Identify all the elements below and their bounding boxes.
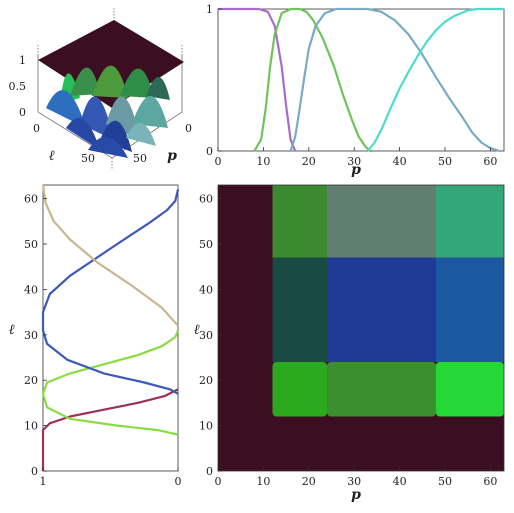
heatmap-frame — [217, 184, 505, 472]
heatmap-y-tick-label: 40 — [199, 283, 213, 296]
bottom-left-y-tick-label: 60 — [24, 193, 38, 206]
top-right-y-tick-label: 1 — [206, 3, 213, 16]
top-right-series-line — [218, 7, 297, 152]
top-right-series-line — [366, 7, 504, 152]
top-right-x-ticks: 0 10 20 30 40 50 60 — [215, 147, 497, 168]
top-right-x-tick-label: 60 — [483, 155, 497, 168]
top-right-frame — [217, 8, 505, 152]
heatmap-x-tick-label: 60 — [483, 475, 497, 488]
surface-3d-plot: 1 0.5 0 0 50 ℓ 0 50 p — [9, 8, 192, 170]
bottom-left-y-tick-label: 30 — [24, 329, 38, 342]
top-right-series-line — [289, 7, 500, 153]
bottom-left-series-line — [41, 388, 179, 471]
bottom-left-y-tick-label: 10 — [24, 420, 38, 433]
heatmap-x-tick-label: 40 — [393, 475, 407, 488]
top-right-x-tick-label: 30 — [347, 155, 361, 168]
heatmap-x-label: p — [351, 487, 361, 503]
heatmap-cell — [272, 185, 327, 258]
heatmap-cell — [435, 362, 504, 417]
heatmap-cell — [327, 185, 436, 258]
top-right-y-tick-label: 0 — [206, 145, 213, 158]
heatmap-x-tick-label: 30 — [347, 475, 361, 488]
heatmap-y-tick-label: 30 — [199, 329, 213, 342]
heatmap-y-tick-label: 20 — [199, 374, 213, 387]
surface-x-tick: 0 — [185, 122, 192, 135]
bottom-left-series — [41, 184, 180, 471]
heatmap-x-tick-label: 50 — [438, 475, 452, 488]
bottom-left-x-tick-label: 0 — [175, 475, 182, 488]
heatmap-y-tick-label: 10 — [199, 420, 213, 433]
bottom-left-y-tick-label: 0 — [31, 465, 38, 478]
bottom-left-series-line — [41, 189, 180, 395]
bottom-left-series-line — [41, 184, 179, 327]
heatmap-y-tick-label: 50 — [199, 238, 213, 251]
bottom-left-y-ticks: 0 10 20 30 40 50 60 — [24, 193, 47, 478]
heatmap-y-ticks: 0 10 20 30 40 50 60 — [199, 193, 222, 478]
heatmap-cell — [272, 362, 327, 417]
heatmap-x-tick-label: 0 — [215, 475, 222, 488]
bottom-left-y-label: ℓ — [9, 322, 15, 338]
top-right-series — [218, 7, 504, 153]
bottom-left-y-tick-label: 20 — [24, 374, 38, 387]
bottom-left-y-tick-label: 50 — [24, 238, 38, 251]
surface-z-ticks: 1 0.5 0 — [9, 54, 27, 119]
top-right-series-line — [253, 7, 373, 153]
heatmap-cell — [327, 362, 436, 417]
heatmap-y-tick-label: 0 — [206, 465, 213, 478]
surface-top-face — [38, 20, 184, 108]
top-right-x-tick-label: 40 — [393, 155, 407, 168]
bottom-left-frame — [42, 184, 179, 472]
heatmap-x-tick-label: 10 — [256, 475, 270, 488]
heatmap-y-label: ℓ — [194, 322, 200, 338]
surface-z-tick: 1 — [19, 54, 26, 67]
surface-lobes — [46, 65, 170, 158]
heatmap-cell — [435, 257, 504, 362]
surface-z-tick: 0 — [19, 106, 26, 119]
heatmap-x-ticks: 0 10 20 30 40 50 60 — [215, 467, 497, 488]
heatmap-x-tick-label: 20 — [302, 475, 316, 488]
heatmap-y-tick-label: 60 — [199, 193, 213, 206]
heatmap-cell — [272, 257, 327, 362]
surface-z-tick: 0.5 — [9, 80, 27, 93]
surface-y-tick: 50 — [81, 152, 95, 165]
heatmap-plot: 0 10 20 30 40 50 60 0 10 20 30 40 50 60 p ℓ — [194, 184, 505, 503]
top-right-x-tick-label: 0 — [215, 155, 222, 168]
top-right-x-label: p — [351, 162, 361, 178]
heatmap-cell — [327, 257, 436, 362]
bottom-left-series-line — [41, 329, 180, 436]
surface-y-tick: 0 — [33, 122, 40, 135]
top-right-plot: 0 10 20 30 40 50 60 01 p — [206, 3, 505, 178]
top-right-y-ticks: 01 — [206, 3, 222, 158]
bottom-left-y-tick-label: 40 — [24, 283, 38, 296]
heatmap-cell — [435, 185, 504, 258]
surface-x-tick: 50 — [133, 152, 147, 165]
bottom-left-x-tick-label: 1 — [40, 475, 47, 488]
heatmap-cells — [218, 185, 504, 471]
top-right-x-tick-label: 10 — [256, 155, 270, 168]
top-right-x-tick-label: 50 — [438, 155, 452, 168]
top-right-x-tick-label: 20 — [302, 155, 316, 168]
surface-x-label: p — [167, 148, 177, 164]
surface-y-label: ℓ — [49, 148, 55, 164]
